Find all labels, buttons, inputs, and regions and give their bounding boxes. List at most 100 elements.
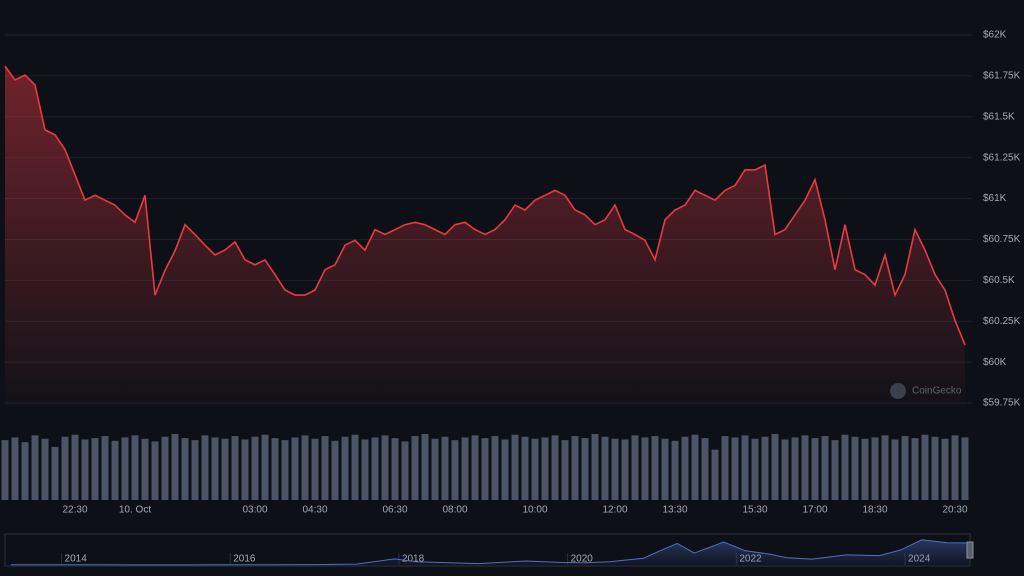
- volume-bar: [111, 440, 119, 500]
- volume-bar: [841, 434, 849, 500]
- volume-bar: [291, 437, 299, 500]
- volume-bar: [771, 434, 779, 500]
- y-tick-label: $60K: [983, 357, 1007, 368]
- volume-bar: [431, 438, 439, 500]
- volume-bar: [221, 438, 229, 500]
- volume-bar: [641, 437, 649, 500]
- volume-bar: [41, 438, 49, 500]
- volume-bar: [741, 435, 749, 500]
- volume-bar: [31, 435, 39, 500]
- volume-bar: [481, 438, 489, 500]
- x-tick-label: 20:30: [942, 505, 967, 516]
- navigator-label: 2014: [65, 554, 88, 565]
- volume-bar: [901, 436, 909, 500]
- volume-bar: [301, 435, 309, 500]
- volume-bar: [561, 440, 569, 500]
- navigator-area: [10, 539, 970, 565]
- volume-bar: [731, 437, 739, 500]
- volume-bar: [91, 438, 99, 500]
- volume-bar: [361, 439, 369, 500]
- volume-bar: [591, 434, 599, 500]
- volume-bar: [1, 440, 9, 500]
- navigator-label: 2016: [233, 554, 256, 565]
- volume-bar: [601, 436, 609, 500]
- volume-bar: [701, 438, 709, 500]
- x-tick-label: 10. Oct: [119, 505, 151, 516]
- volume-bar: [271, 438, 279, 500]
- volume-bar: [541, 437, 549, 500]
- volume-bar: [711, 449, 719, 500]
- volume-bar: [11, 437, 19, 500]
- x-tick-label: 13:30: [662, 505, 687, 516]
- x-tick-label: 10:00: [522, 505, 547, 516]
- volume-bar: [421, 434, 429, 500]
- y-tick-label: $61.75K: [983, 71, 1021, 82]
- volume-bar: [571, 436, 579, 500]
- y-tick-label: $61.25K: [983, 152, 1021, 163]
- volume-bar: [831, 440, 839, 500]
- volume-bar: [401, 441, 409, 500]
- volume-bar: [471, 435, 479, 500]
- volume-bar: [161, 436, 169, 500]
- navigator-line: [10, 539, 971, 566]
- x-tick-label: 06:30: [382, 505, 407, 516]
- navigator-handle[interactable]: [966, 541, 974, 559]
- volume-bar: [311, 438, 319, 500]
- volume-bar: [691, 434, 699, 500]
- volume-bar: [151, 441, 159, 500]
- volume-bar: [101, 436, 109, 500]
- volume-bar: [21, 442, 29, 500]
- volume-bar: [861, 438, 869, 500]
- volume-bar: [881, 435, 889, 500]
- volume-bar: [131, 435, 139, 500]
- y-tick-label: $59.75K: [983, 398, 1021, 409]
- volume-bar: [851, 436, 859, 500]
- volume-bar: [391, 438, 399, 500]
- volume-bar: [191, 440, 199, 500]
- volume-bar: [631, 435, 639, 500]
- volume-bar: [211, 437, 219, 500]
- volume-bar: [61, 436, 69, 500]
- volume-bar: [411, 436, 419, 500]
- volume-bar: [951, 435, 959, 500]
- x-tick-label: 08:00: [442, 505, 467, 516]
- volume-bar: [371, 437, 379, 500]
- volume-bar: [241, 439, 249, 500]
- volume-bar: [921, 434, 929, 500]
- volume-bar: [81, 439, 89, 500]
- x-tick-label: 18:30: [862, 505, 887, 516]
- volume-bar: [491, 436, 499, 500]
- y-tick-label: $60.75K: [983, 234, 1021, 245]
- volume-bar: [871, 437, 879, 500]
- volume-bar: [321, 436, 329, 500]
- volume-bar: [531, 438, 539, 500]
- watermark-icon: [890, 383, 906, 399]
- watermark: CoinGecko: [912, 386, 962, 397]
- volume-bar: [661, 438, 669, 500]
- volume-bar: [801, 435, 809, 500]
- volume-bar: [581, 438, 589, 500]
- navigator-label: 2018: [402, 554, 425, 565]
- y-tick-label: $61.5K: [983, 111, 1015, 122]
- x-tick-label: 12:00: [602, 505, 627, 516]
- volume-bar: [671, 440, 679, 500]
- volume-bar: [281, 440, 289, 500]
- x-tick-label: 22:30: [62, 505, 87, 516]
- volume-bar: [891, 439, 899, 500]
- volume-bar: [791, 437, 799, 500]
- volume-bar: [761, 436, 769, 500]
- x-tick-label: 17:00: [802, 505, 827, 516]
- volume-bar: [261, 434, 269, 500]
- y-tick-label: $60.25K: [983, 316, 1021, 327]
- volume-bar: [141, 438, 149, 500]
- volume-bar: [751, 438, 759, 500]
- x-tick-label: 15:30: [742, 505, 767, 516]
- area-fill: [5, 66, 965, 407]
- volume-bar: [511, 434, 519, 500]
- volume-bar: [181, 438, 189, 500]
- volume-bar: [521, 436, 529, 500]
- volume-bar: [611, 438, 619, 500]
- volume-bar: [171, 434, 179, 500]
- volume-bar: [501, 439, 509, 500]
- volume-bar: [551, 435, 559, 500]
